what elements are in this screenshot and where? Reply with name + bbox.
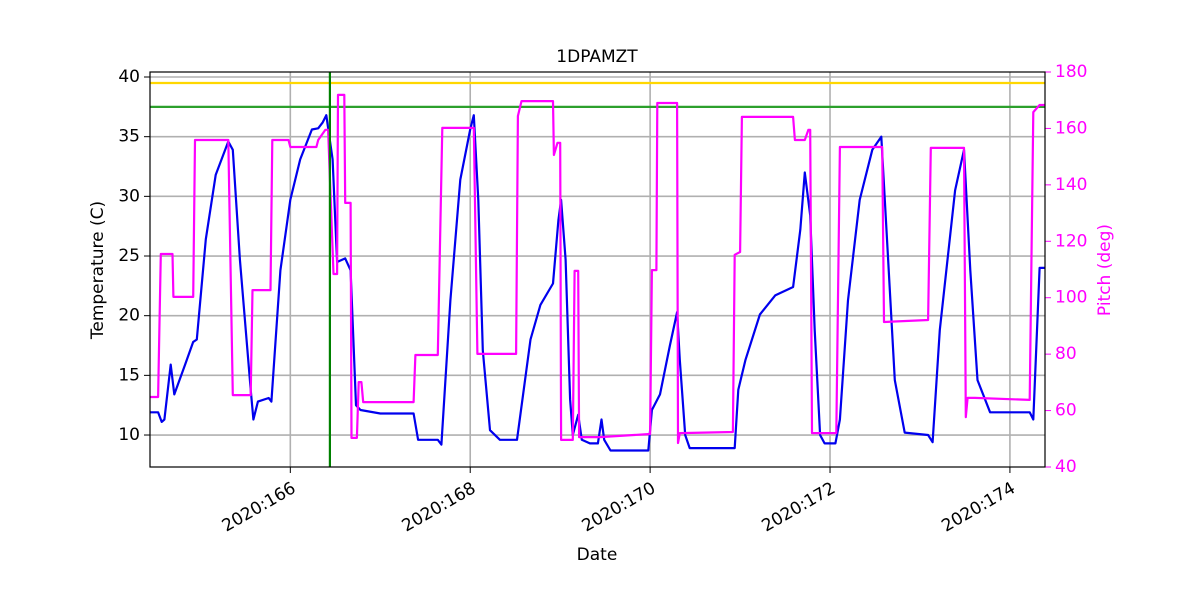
y-tick-label: 30 — [118, 186, 140, 206]
y2-tick-label: 60 — [1055, 401, 1077, 421]
y2-tick-label: 40 — [1055, 457, 1077, 477]
y2-tick-label: 160 — [1055, 118, 1087, 138]
y-tick-label: 40 — [118, 67, 140, 87]
y2-tick-label: 100 — [1055, 288, 1087, 308]
y2-axis-label: Pitch (deg) — [1095, 224, 1115, 316]
x-tick-label: 2020:172 — [758, 478, 839, 536]
y2-tick-label: 120 — [1055, 231, 1087, 251]
x-axis-label: Date — [577, 545, 618, 565]
plot-frame — [149, 71, 1046, 468]
y-tick-label: 15 — [118, 365, 140, 385]
y2-tick-label: 80 — [1055, 344, 1077, 364]
data-line — [150, 93, 1045, 445]
y-tick-label: 20 — [118, 306, 140, 326]
y-axis-label: Temperature (C) — [88, 201, 108, 340]
x-tick-label: 2020:170 — [579, 478, 660, 536]
x-tick-label: 2020:166 — [219, 478, 300, 536]
y-tick-label: 35 — [118, 127, 140, 147]
x-tick-label: 2020:174 — [938, 478, 1019, 536]
y2-tick-label: 180 — [1055, 62, 1087, 82]
data-line — [150, 114, 1045, 452]
x-tick-label: 2020:168 — [399, 478, 480, 536]
y-tick-label: 25 — [118, 246, 140, 266]
y2-tick-label: 140 — [1055, 175, 1087, 195]
chart-title: 1DPAMZT — [556, 47, 638, 67]
y-tick-label: 10 — [118, 425, 140, 445]
